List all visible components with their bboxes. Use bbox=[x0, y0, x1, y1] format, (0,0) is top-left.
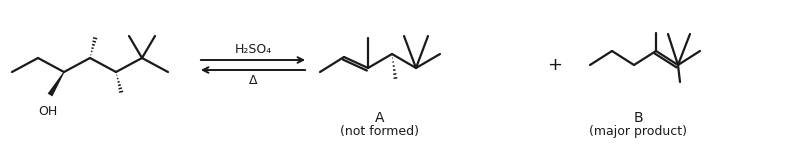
Text: +: + bbox=[547, 56, 562, 74]
Text: OH: OH bbox=[38, 105, 58, 118]
Text: B: B bbox=[633, 111, 643, 125]
Polygon shape bbox=[48, 72, 65, 96]
Text: (major product): (major product) bbox=[589, 126, 687, 139]
Text: H₂SO₄: H₂SO₄ bbox=[234, 43, 272, 56]
Text: (not formed): (not formed) bbox=[341, 126, 419, 139]
Text: Δ: Δ bbox=[249, 74, 258, 87]
Text: A: A bbox=[375, 111, 385, 125]
